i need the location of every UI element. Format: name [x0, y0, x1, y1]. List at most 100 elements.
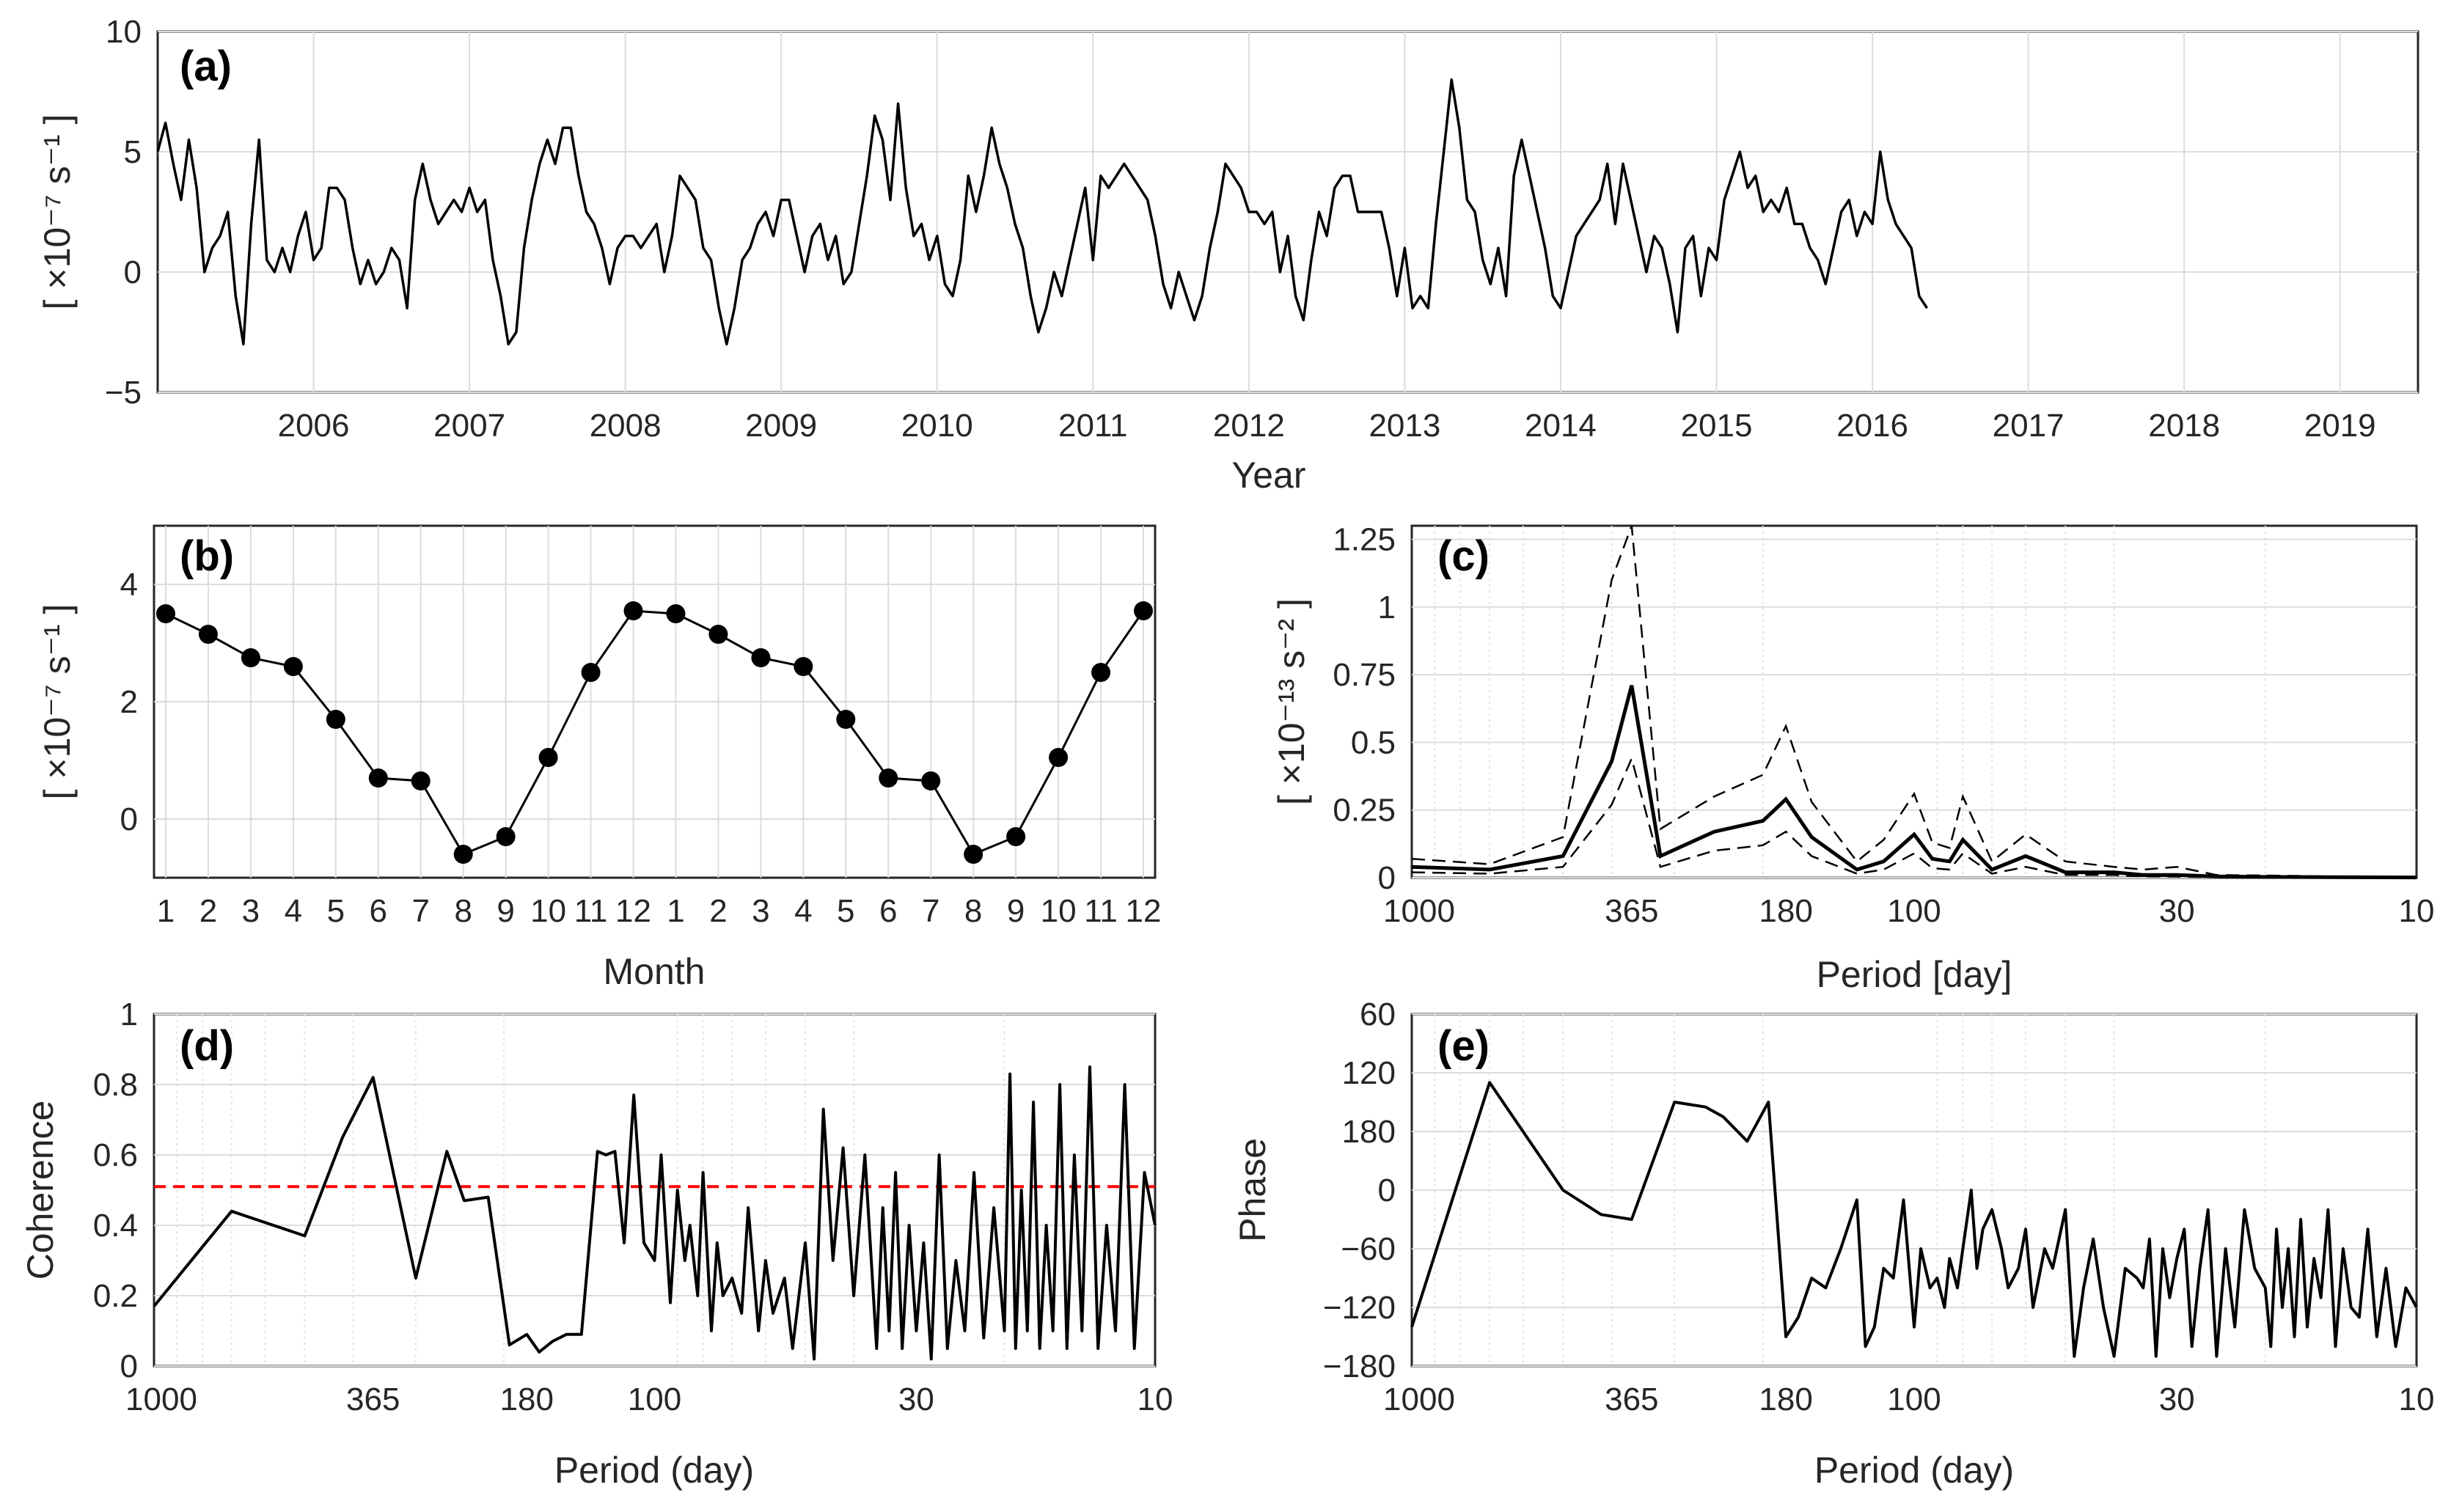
panel-a-xtick-label: 2017: [1993, 408, 2065, 444]
panel-c-xtick-label: 180: [1759, 893, 1812, 929]
panel-b-point: [538, 748, 558, 767]
panel-b-xtick-label: 8: [964, 893, 982, 929]
panel-b-xtick-labels: 1 2 3 4 5 6 7 8 9 10 11 12 1 2 3 4 5 6 7 8 9 10 11 12: [157, 893, 1162, 929]
panel-d-label: (d): [180, 1022, 234, 1070]
panel-c-ytick-label: 1.25: [1333, 521, 1396, 557]
panel-d-xtick-labels: 1000 365 180 100 30 10: [125, 1381, 1173, 1417]
panel-a-xtick-label: 2011: [1058, 408, 1128, 444]
panel-b-xtick-label: 9: [1007, 893, 1025, 929]
panel-b-point: [921, 771, 941, 790]
panel-c-ytick-label: 0.25: [1333, 793, 1396, 829]
panel-b-ytick-labels: 0 2 4: [120, 567, 138, 837]
panel-c-grid: [1412, 526, 2417, 878]
panel-b-point: [794, 657, 813, 676]
panel-e-ytick-label: 0: [1378, 1172, 1396, 1208]
panel-d-xlabel: Period (day): [554, 1450, 754, 1491]
panel-b-point: [1091, 663, 1111, 682]
panel-b-ytick-label: 2: [120, 684, 138, 720]
panel-b-xlabel: Month: [604, 951, 706, 992]
panel-b-point: [581, 663, 601, 682]
panel-b-xtick-label: 4: [285, 893, 302, 929]
panel-b-point: [666, 604, 686, 623]
panel-a-grid: [158, 31, 2418, 393]
panel-b-xtick-label: 3: [752, 893, 769, 929]
panel-c-xtick-label: 10: [2399, 893, 2435, 929]
panel-a-ytick-label: 0: [124, 254, 142, 290]
panel-a-xtick-label: 2013: [1369, 408, 1440, 444]
panel-d-xtick-label: 30: [898, 1381, 934, 1417]
panel-b-xtick-label: 6: [879, 893, 897, 929]
panel-a-ytick-label: −5: [105, 375, 142, 411]
panel-d-line: [153, 1065, 1157, 1361]
panel-b-point: [283, 657, 303, 676]
panel-b-grid: [154, 526, 1155, 878]
panel-a-label: (a): [180, 43, 232, 90]
panel-e-ytick-label: 180: [1342, 1114, 1396, 1150]
panel-b-point: [156, 604, 175, 623]
panel-b-point: [496, 827, 516, 846]
panel-b-xtick-label: 10: [1041, 893, 1077, 929]
panel-d-xtick-label: 365: [346, 1381, 400, 1417]
panel-b-point: [411, 771, 431, 790]
panel-b-xtick-label: 8: [454, 893, 472, 929]
panel-a: 2006 2007 2008 2009 2010 2011 2012 2013 2014 2015…: [37, 14, 2419, 496]
panel-c-ytick-label: 0.75: [1333, 657, 1396, 693]
panel-b-point: [1006, 827, 1026, 846]
panel-b-series: [156, 601, 1153, 864]
panel-a-xtick-label: 2008: [590, 408, 662, 444]
panel-b-xtick-label: 5: [837, 893, 854, 929]
panel-b-xtick-label: 11: [1084, 893, 1118, 929]
panel-e-xtick-label: 10: [2399, 1381, 2435, 1417]
panel-a-xtick-label: 2012: [1213, 408, 1285, 444]
panel-e-series: [1410, 1081, 2418, 1358]
panel-c-ytick-label: 0.5: [1351, 724, 1396, 760]
panel-c-series-spectrum: [1411, 685, 2417, 880]
panel-b: 1 2 3 4 5 6 7 8 9 10 11 12 1 2 3 4 5 6 7 8 9 10 11 12 024 (b) M…: [37, 524, 1162, 992]
panel-e-ytick-label: −120: [1323, 1290, 1396, 1326]
panel-a-xlabel: Year: [1231, 455, 1305, 496]
panel-e-xtick-label: 1000: [1383, 1381, 1455, 1417]
panel-e-xtick-label: 30: [2159, 1381, 2195, 1417]
panel-b-xtick-label: 1: [157, 893, 175, 929]
panel-c-ytick-label: 0: [1378, 860, 1396, 896]
panel-b-point: [708, 625, 728, 644]
panel-d-xtick-label: 1000: [125, 1381, 197, 1417]
panel-d-ytick-label: 0.2: [93, 1278, 138, 1314]
panel-a-xtick-label: 2010: [901, 408, 973, 444]
panel-b-point: [879, 768, 898, 788]
panel-a-xtick-label: 2009: [745, 408, 817, 444]
panel-c-series-bound: [1411, 525, 2417, 878]
panel-a-line: [156, 78, 1928, 346]
panel-b-xtick-label: 9: [497, 893, 514, 929]
panel-c-frame: [1410, 524, 2418, 879]
panel-b-xtick-label: 2: [199, 893, 217, 929]
panel-d-xtick-label: 100: [628, 1381, 681, 1417]
panel-b-point: [241, 648, 260, 667]
panel-b-xtick-label: 7: [411, 893, 429, 929]
panel-b-xtick-label: 5: [327, 893, 345, 929]
panel-c-xlabel: Period [day]: [1817, 954, 2012, 995]
panel-e: 1000 365 180 100 30 10 −180 −120 −60 0 180 120 60 (…: [1232, 997, 2434, 1491]
panel-a-xtick-label: 2015: [1681, 408, 1753, 444]
panel-c-series: [1411, 525, 2417, 880]
panel-d-ytick-label: 0.8: [93, 1067, 138, 1103]
panel-e-ytick-label: −180: [1323, 1348, 1396, 1384]
panel-b-point: [1134, 601, 1153, 620]
panel-a-ylabel: [ ×10⁻⁷ s⁻¹ ]: [37, 114, 78, 310]
panel-c-xtick-label: 100: [1887, 893, 1941, 929]
panel-d-ytick-label: 0.4: [93, 1208, 138, 1244]
panel-a-xtick-label: 2018: [2148, 408, 2220, 444]
panel-e-ytick-label: −60: [1341, 1231, 1396, 1267]
panel-a-ytick-label: 10: [106, 14, 142, 50]
panel-b-point: [1049, 748, 1069, 767]
panel-b-xtick-label: 3: [242, 893, 260, 929]
panel-a-xtick-label: 2006: [278, 408, 350, 444]
panel-c-ylabel: [ ×10⁻¹³ s⁻² ]: [1271, 598, 1312, 805]
panel-e-xlabel: Period (day): [1814, 1450, 2014, 1491]
panel-e-line: [1410, 1081, 2418, 1358]
panel-b-ytick-label: 4: [120, 567, 138, 603]
panel-d: 1000 365 180 100 30 10 0 0.2 0.4 0.6 0.8 1 (d) Per…: [20, 997, 1173, 1491]
panel-e-ylabel: Phase: [1232, 1138, 1273, 1242]
panel-c-label: (c): [1437, 532, 1490, 580]
